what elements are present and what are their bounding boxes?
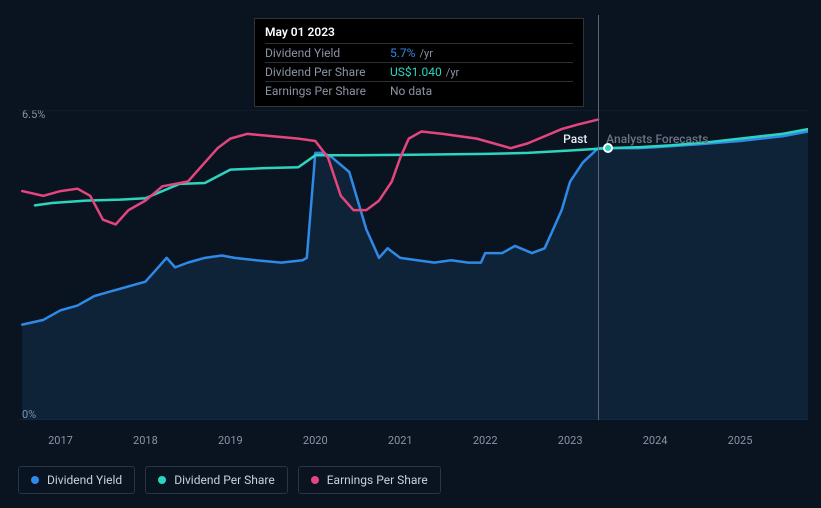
chart-legend: Dividend Yield Dividend Per Share Earnin… [18, 466, 441, 494]
legend-item-dps[interactable]: Dividend Per Share [145, 466, 288, 494]
tooltip-value: US$1.040 [390, 65, 442, 79]
tooltip-label: Dividend Yield [265, 46, 390, 60]
tooltip-row-eps: Earnings Per Share No data [265, 81, 573, 100]
legend-label: Dividend Yield [47, 473, 122, 487]
legend-label: Earnings Per Share [327, 473, 428, 487]
legend-dot-icon [311, 476, 319, 484]
tooltip-date: May 01 2023 [265, 25, 573, 43]
tooltip-value: No data [390, 84, 432, 98]
legend-item-eps[interactable]: Earnings Per Share [298, 466, 441, 494]
tooltip-suffix: /yr [446, 66, 459, 79]
x-tick-label: 2017 [48, 434, 73, 447]
tooltip-row-yield: Dividend Yield 5.7% /yr [265, 43, 573, 62]
forecast-section-label: Analysts Forecasts [606, 132, 708, 146]
tooltip-suffix: /yr [419, 47, 432, 60]
x-tick-label: 2020 [303, 434, 328, 447]
x-tick-label: 2023 [558, 434, 583, 447]
tooltip-label: Earnings Per Share [265, 84, 390, 98]
legend-dot-icon [158, 476, 166, 484]
legend-item-yield[interactable]: Dividend Yield [18, 466, 135, 494]
legend-label: Dividend Per Share [174, 473, 275, 487]
tooltip-row-dps: Dividend Per Share US$1.040/yr [265, 62, 573, 81]
chart-marker-dot [603, 143, 613, 153]
hover-vertical-line [598, 15, 599, 420]
tooltip-label: Dividend Per Share [265, 65, 390, 79]
plot-area[interactable]: Past Analysts Forecasts [18, 110, 808, 420]
x-tick-label: 2018 [133, 434, 158, 447]
x-tick-label: 2025 [728, 434, 753, 447]
chart-svg [18, 110, 808, 420]
dividend-chart: 6.5% 0% Past Analysts Forecasts 20172018… [0, 0, 821, 508]
x-tick-label: 2022 [473, 434, 498, 447]
chart-tooltip: May 01 2023 Dividend Yield 5.7% /yr Divid… [254, 18, 584, 107]
past-section-label: Past [563, 132, 587, 146]
x-axis-labels: 2017 2018 2019 2020 2021 2022 2023 2024 2025 [18, 434, 808, 454]
tooltip-value: 5.7% [390, 46, 415, 60]
x-tick-label: 2021 [388, 434, 413, 447]
legend-dot-icon [31, 476, 39, 484]
x-tick-label: 2019 [218, 434, 243, 447]
x-tick-label: 2024 [643, 434, 668, 447]
